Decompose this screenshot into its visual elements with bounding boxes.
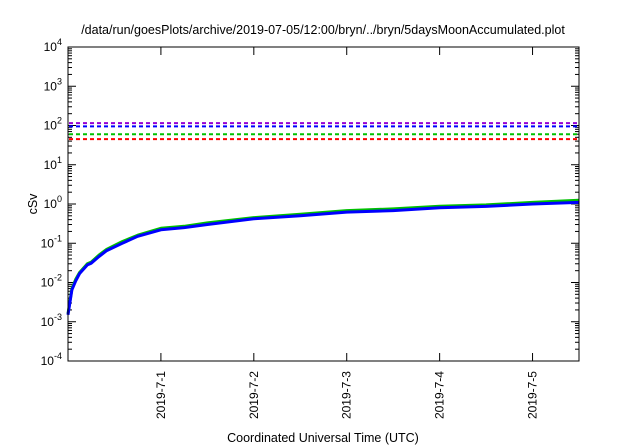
y-tick-label: 10-3 [41, 312, 62, 329]
y-tick-label: 101 [44, 155, 62, 172]
y-tick-label: 10-2 [41, 273, 62, 290]
chart-title: /data/run/goesPlots/archive/2019-07-05/1… [81, 23, 565, 37]
series-line [66, 200, 580, 316]
x-tick-label: 2019-7-2 [247, 371, 261, 419]
y-axis-label: cSv [26, 193, 40, 215]
y-ticks: 10-4 10-3 10-2 10-1 100 101 102 103 104 [41, 37, 579, 368]
x-tick-label: 2019-7-4 [433, 371, 447, 419]
y-tick-label: 100 [44, 194, 62, 211]
x-tick-label: 2019-7-3 [340, 371, 354, 419]
y-tick-label: 103 [44, 76, 62, 93]
x-axis-label: Coordinated Universal Time (UTC) [227, 431, 419, 445]
x-ticks: 2019-7-1 2019-7-2 2019-7-3 2019-7-4 2019-7-5 [154, 47, 540, 419]
series-line [66, 198, 580, 314]
x-tick-label: 2019-7-1 [154, 371, 168, 419]
x-tick-label: 2019-7-5 [526, 371, 540, 419]
y-tick-label: 102 [44, 116, 62, 133]
plot-frame [67, 46, 580, 362]
data-series [66, 198, 580, 316]
reference-lines [69, 122, 578, 141]
y-tick-label: 10-1 [41, 233, 62, 250]
y-tick-label: 104 [44, 37, 62, 54]
y-tick-label: 10-4 [41, 351, 62, 368]
